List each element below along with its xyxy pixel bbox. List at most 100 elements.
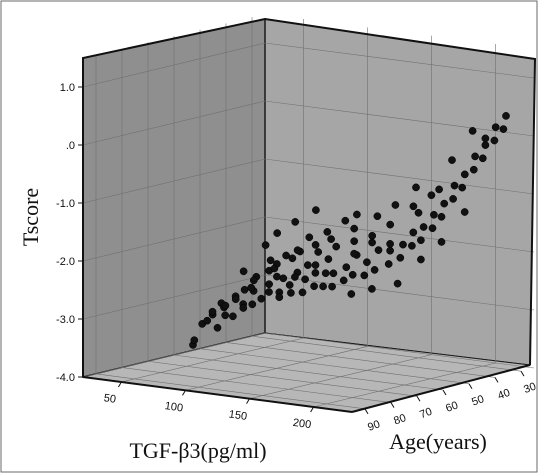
data-point-56 — [409, 228, 418, 237]
data-point-5 — [190, 336, 199, 345]
data-point-102 — [273, 272, 281, 281]
data-point-36 — [324, 255, 333, 263]
data-point-113 — [414, 208, 423, 217]
y-axis-ticks: 90 80 70 60 50 40 30 — [364, 370, 538, 434]
data-point-107 — [368, 238, 376, 247]
grid-line-z-1 — [82, 100, 535, 146]
grid-line-z-4 — [82, 274, 535, 320]
data-point-26 — [287, 289, 295, 297]
data-point-106 — [350, 249, 358, 258]
data-point-23 — [288, 254, 297, 263]
data-point-32 — [310, 282, 318, 291]
data-point-7 — [213, 323, 222, 332]
grid-line-y-1 — [121, 48, 392, 403]
data-point-75 — [468, 127, 477, 135]
data-point-29 — [298, 288, 307, 297]
grid-line-y-4 — [199, 29, 470, 385]
data-point-96 — [350, 224, 359, 233]
data-point-3 — [203, 316, 212, 325]
grid-line-y-0 — [95, 54, 366, 410]
data-point-71 — [471, 152, 479, 161]
z-tick-label-1: .0 — [66, 140, 75, 152]
data-point-43 — [347, 290, 356, 298]
y-tick-label-5: 40 — [496, 387, 512, 402]
z-axis-ticks: 1.0 .0 -1.0 -2.0 -3.0 -4.0 — [56, 82, 83, 384]
grid-line-y-3 — [173, 36, 444, 391]
data-point-37 — [329, 269, 338, 278]
data-point-31 — [311, 269, 320, 277]
data-point-91 — [249, 276, 258, 285]
data-point-47 — [374, 246, 383, 254]
grid-line-z-5 — [82, 332, 535, 378]
grid-lines — [82, 17, 535, 410]
y-tick-mark-3 — [442, 389, 447, 396]
data-point-85 — [282, 251, 290, 260]
data-point-118 — [417, 255, 425, 264]
grid-line-x-0 — [121, 19, 304, 383]
data-point-82 — [312, 206, 320, 214]
z-tick-label-5: -4.0 — [56, 372, 75, 384]
data-point-51 — [386, 246, 394, 255]
data-point-74 — [478, 154, 487, 163]
data-point-95 — [327, 235, 335, 243]
data-point-46 — [360, 271, 369, 280]
x-tick-label-2: 150 — [228, 408, 248, 422]
grid-line-z-2 — [82, 158, 535, 204]
data-point-116 — [437, 238, 446, 246]
data-point-93 — [293, 246, 302, 255]
data-point-53 — [399, 240, 407, 249]
data-point-101 — [247, 283, 256, 292]
data-point-100 — [231, 295, 240, 304]
data-point-105 — [332, 242, 341, 251]
data-point-83 — [261, 241, 270, 249]
data-point-6 — [221, 311, 230, 320]
data-point-14 — [248, 300, 257, 309]
data-point-70 — [448, 156, 456, 164]
z-tick-label-3: -2.0 — [56, 256, 75, 268]
data-point-87 — [323, 228, 332, 236]
data-point-81 — [291, 218, 300, 226]
x-tick-label-0: 50 — [103, 392, 117, 406]
grid-line-x-1 — [185, 27, 368, 391]
data-point-78 — [502, 112, 510, 120]
data-point-76 — [491, 123, 500, 132]
data-point-54 — [396, 253, 405, 262]
data-point-17 — [257, 294, 266, 303]
data-point-39 — [342, 263, 351, 272]
data-point-79 — [499, 125, 508, 133]
grid-line-y-6 — [251, 17, 522, 372]
data-point-40 — [339, 276, 348, 285]
x-tick-label-1: 100 — [164, 400, 184, 414]
data-point-80 — [273, 229, 282, 237]
x-axis-ticks: 50 100 150 200 — [103, 381, 315, 431]
grid-line-y-5 — [225, 23, 496, 378]
data-point-97 — [373, 212, 382, 221]
data-point-84 — [266, 256, 275, 265]
data-point-63 — [440, 199, 449, 208]
data-point-92 — [270, 264, 279, 273]
data-point-86 — [305, 233, 314, 242]
data-point-90 — [239, 267, 248, 276]
data-point-110 — [239, 304, 248, 312]
data-point-19 — [265, 288, 273, 296]
z-tick-label-4: -3.0 — [56, 314, 75, 326]
data-point-111 — [275, 293, 284, 302]
grid-line-x-3 — [313, 44, 496, 408]
data-point-45 — [363, 258, 371, 267]
z-tick-label-2: -1.0 — [56, 198, 75, 210]
y-tick-label-6: 30 — [522, 381, 538, 396]
y-tick-label-3: 60 — [444, 399, 460, 414]
data-point-94 — [311, 241, 320, 249]
data-point-64 — [437, 212, 446, 221]
data-point-61 — [430, 210, 438, 219]
x-tick-mark-1 — [182, 390, 186, 396]
data-point-44 — [350, 237, 359, 246]
data-point-24 — [285, 281, 294, 289]
data-point-108 — [208, 307, 217, 316]
y-tick-mark-2 — [416, 396, 421, 402]
data-point-60 — [409, 202, 418, 211]
data-point-57 — [408, 241, 416, 250]
data-point-55 — [386, 220, 395, 229]
data-point-88 — [341, 216, 350, 225]
